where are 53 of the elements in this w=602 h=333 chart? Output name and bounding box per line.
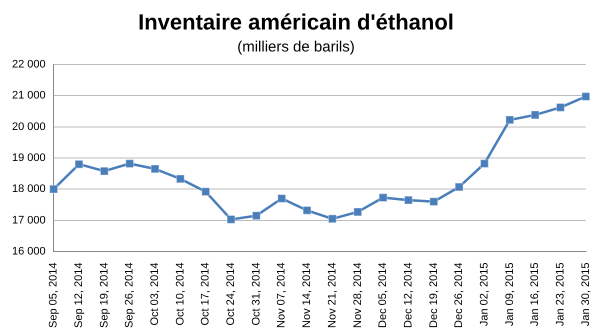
point [581, 92, 590, 101]
point [252, 211, 261, 220]
x-tick-label: Oct 10, 2014 [174, 262, 186, 326]
y-tick-label: 21 000 [12, 90, 46, 102]
point [530, 110, 540, 120]
x-tick-label: Dec 12, 2014 [402, 262, 414, 328]
x-tick-label: Dec 19, 2014 [428, 262, 440, 328]
y-tick-label: 22 000 [12, 58, 46, 70]
x-tick-label: Jan 09, 2015 [504, 262, 516, 326]
point [353, 208, 362, 216]
x-tick-label: Sep 26, 2014 [124, 262, 136, 328]
point [480, 159, 489, 168]
point [125, 159, 134, 168]
point [150, 164, 160, 174]
x-tick-label: Nov 21, 2014 [326, 262, 338, 328]
point [100, 166, 109, 176]
y-tick-label: 17 000 [12, 214, 46, 226]
x-tick-label: Oct 17, 2014 [200, 262, 212, 326]
x-tick-label: Sep 05, 2014 [48, 262, 60, 328]
point [429, 197, 438, 206]
x-tick-label: Sep 12, 2014 [73, 262, 86, 328]
point [505, 116, 514, 124]
point [201, 187, 210, 196]
chart-subtitle: (milliers de barils) [237, 38, 355, 56]
x-tick-label: Jan 30, 2015 [580, 262, 592, 326]
x-tick-label: Nov 14, 2014 [301, 262, 314, 328]
x-tick-label: Jan 02, 2015 [478, 262, 490, 326]
y-tick-label: 20 000 [12, 120, 46, 133]
point [49, 184, 58, 194]
point [226, 215, 236, 224]
point [378, 193, 388, 202]
y-tick-label: 16 000 [12, 246, 46, 258]
x-tick-label: Dec 05, 2014 [377, 262, 390, 328]
y-tick-label: 18 000 [12, 183, 46, 196]
chart-title: Inventaire américain d'éthanol [138, 9, 454, 34]
x-tick-label: Oct 03, 2014 [149, 262, 162, 326]
x-tick-label: Oct 24, 2014 [225, 262, 238, 326]
point [328, 214, 337, 224]
y-tick-label: 19 000 [12, 152, 46, 164]
point [277, 194, 286, 203]
x-tick-label: Oct 31, 2014 [250, 262, 262, 326]
point [556, 103, 565, 112]
x-tick-label: Jan 16, 2015 [529, 262, 542, 326]
x-tick-label: Nov 07, 2014 [276, 262, 288, 328]
x-tick-label: Sep 19, 2014 [98, 262, 110, 328]
point [454, 182, 464, 192]
x-tick-label: Jan 23, 2015 [554, 262, 566, 326]
point [302, 206, 312, 215]
point [404, 196, 413, 204]
x-tick-label: Nov 28, 2014 [352, 262, 364, 328]
point [176, 174, 185, 184]
x-tick-label: Dec 26, 2014 [453, 262, 466, 328]
point [74, 160, 84, 169]
